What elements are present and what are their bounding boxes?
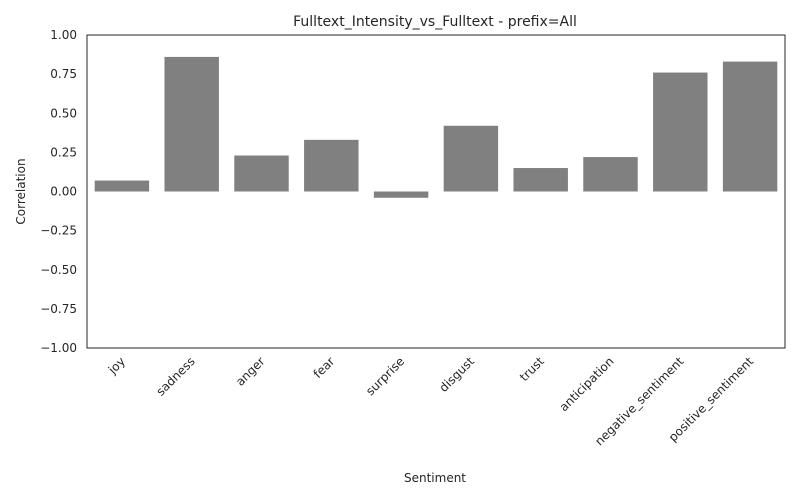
y-tick-label: −0.75 xyxy=(40,302,77,316)
x-tick-label: anger xyxy=(233,354,268,389)
bar-anger xyxy=(234,155,289,192)
bar-sadness xyxy=(164,56,219,192)
chart-title: Fulltext_Intensity_vs_Fulltext - prefix=… xyxy=(293,14,577,30)
y-tick-label: 0.25 xyxy=(50,145,77,159)
x-tick-label: sadness xyxy=(153,354,197,398)
bar-disgust xyxy=(443,125,499,192)
bar-fear xyxy=(304,139,359,192)
y-tick-label: 0.50 xyxy=(50,106,77,120)
plot-frame xyxy=(86,34,786,349)
y-tick-label: −1.00 xyxy=(40,341,77,355)
bar-joy xyxy=(94,180,150,192)
bar-anticipation xyxy=(583,157,638,192)
y-tick-label: 0.75 xyxy=(50,67,77,81)
bars-layer xyxy=(94,56,778,198)
x-tick-label: anticipation xyxy=(557,354,617,414)
bar-negative-sentiment xyxy=(653,72,708,192)
x-tick-labels: joy sadness anger fear surprise disgust trust a… xyxy=(105,354,757,448)
bar-surprise xyxy=(373,191,429,198)
y-tick-label: −0.50 xyxy=(40,263,77,277)
y-tick-labels: 1.00 0.75 0.50 0.25 0.00 −0.25 −0.50 −0.75 −1.00 xyxy=(40,28,77,355)
x-tick-label: disgust xyxy=(436,354,477,395)
bar-trust xyxy=(513,168,568,192)
y-tick-label: −0.25 xyxy=(40,224,77,238)
bar-positive-sentiment xyxy=(722,61,778,192)
x-tick-label: surprise xyxy=(363,354,407,398)
x-axis-label: Sentiment xyxy=(404,471,466,485)
x-tick-label: fear xyxy=(311,354,338,381)
y-axis-label: Correlation xyxy=(14,158,28,224)
x-tick-label: joy xyxy=(105,354,128,377)
y-tick-label: 0.00 xyxy=(50,185,77,199)
x-tick-label: trust xyxy=(517,354,547,384)
y-tick-label: 1.00 xyxy=(50,28,77,42)
